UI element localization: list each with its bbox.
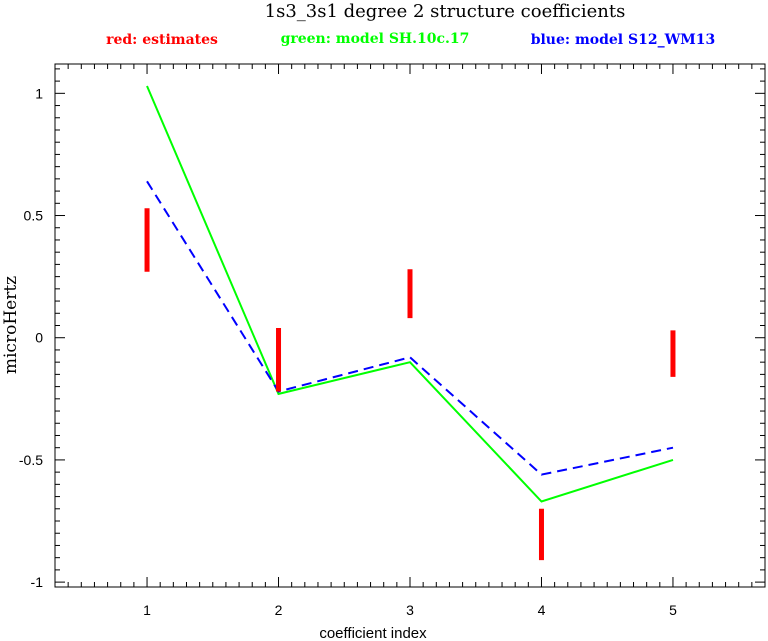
legend-entry-estimates: red: estimates <box>106 32 218 48</box>
x-tick-label: 5 <box>669 602 677 618</box>
x-tick-label: 4 <box>538 602 546 618</box>
series-line-green-model <box>146 85 674 503</box>
legend-entry-blue-model: blue: model S12_WM13 <box>531 32 716 48</box>
x-tick-label: 3 <box>406 602 414 618</box>
chart-title: 1s3_3s1 degree 2 structure coefficients <box>265 1 626 22</box>
axis-tick-labels: 1 2 3 4 5 -1 -0.5 0 0.5 1 <box>19 85 677 618</box>
legend-entry-green-model: green: model SH.10c.17 <box>281 31 470 47</box>
x-tick-label: 1 <box>143 602 151 618</box>
x-tick-label: 2 <box>275 602 283 618</box>
plot-frame <box>54 63 766 588</box>
y-tick-label: 1 <box>35 85 43 101</box>
axis-ticks <box>54 64 766 587</box>
y-tick-label: 0.5 <box>24 208 44 224</box>
x-axis-label: coefficient index <box>319 625 427 641</box>
y-tick-label: -0.5 <box>19 452 43 468</box>
series-line-blue-model <box>146 180 674 476</box>
y-tick-label: -1 <box>31 574 44 590</box>
series-layer <box>146 85 674 503</box>
y-axis-label: microHertz <box>1 276 21 374</box>
estimate-error-bars <box>144 208 676 561</box>
y-tick-label: 0 <box>35 330 43 346</box>
